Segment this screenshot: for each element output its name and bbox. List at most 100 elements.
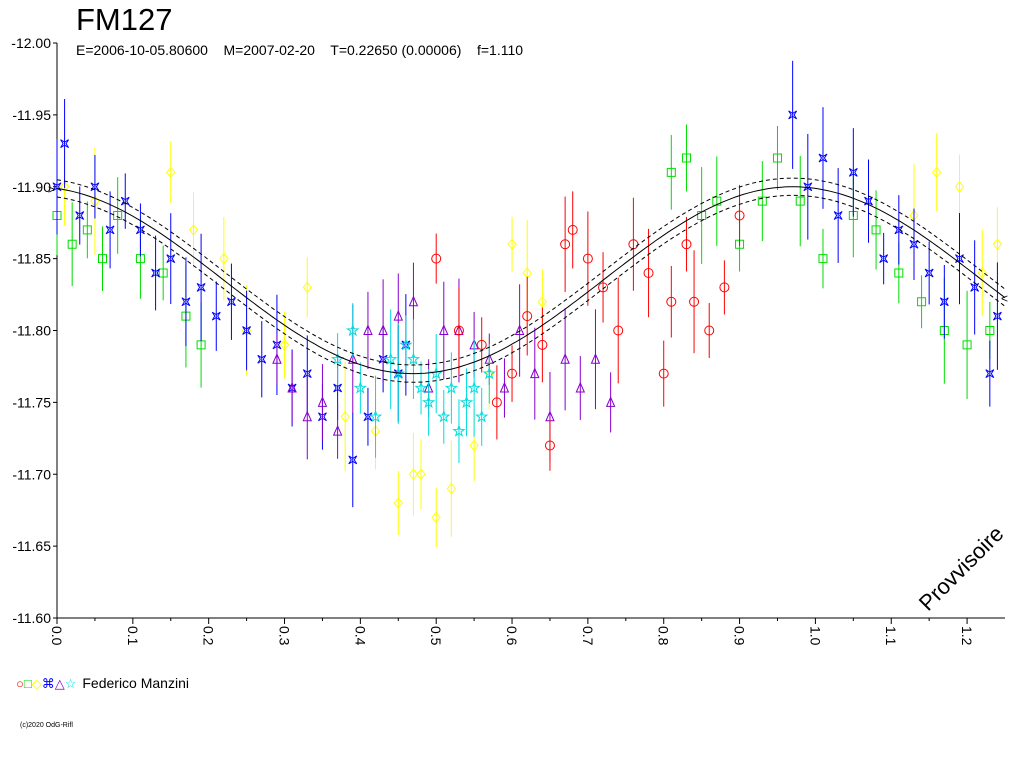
- data-point: [302, 281, 312, 294]
- data-series: [330, 303, 496, 464]
- data-point: [431, 253, 442, 264]
- data-point: [459, 395, 474, 409]
- data-point: [437, 409, 451, 423]
- data-point: [52, 182, 62, 192]
- data-point: [60, 139, 70, 149]
- y-tick-label: -11.80: [12, 323, 51, 339]
- y-tick-label: -11.70: [12, 466, 51, 482]
- data-point: [340, 410, 350, 423]
- legend-symbol-icon: △: [54, 676, 65, 691]
- data-point: [681, 153, 691, 163]
- data-point: [734, 210, 745, 221]
- data-point: [98, 254, 108, 264]
- data-point: [962, 340, 972, 350]
- data-point: [363, 324, 373, 335]
- data-point: [643, 268, 654, 278]
- data-points: [52, 60, 1003, 547]
- data-point: [317, 396, 328, 407]
- copyright-notice: (c)2020 OdG-Rifl: [20, 722, 73, 729]
- data-point: [113, 211, 123, 220]
- data-point: [227, 297, 236, 307]
- legend-symbol-icon: ◇: [31, 676, 42, 691]
- chart-subtitle: E=2006-10-05.80600 M=2007-02-20 T=0.2265…: [76, 42, 524, 58]
- y-tick-label: -11.75: [12, 394, 51, 410]
- legend: ○□◇⌘△☆ Federico Manzini: [16, 674, 189, 692]
- data-point: [932, 166, 942, 179]
- data-point: [788, 110, 798, 120]
- data-point: [757, 196, 767, 206]
- data-point: [414, 380, 428, 394]
- data-point: [257, 354, 267, 364]
- model-envelope: [56, 177, 1006, 366]
- data-point: [530, 367, 540, 379]
- data-point: [67, 239, 77, 249]
- data-point: [917, 297, 927, 307]
- data-point: [393, 309, 404, 321]
- data-point: [879, 254, 889, 264]
- data-point: [970, 282, 980, 292]
- data-point: [544, 440, 555, 451]
- x-tick-label: 1.0: [807, 626, 823, 646]
- chart-ticks: -12.00 -11.95 -11.90 -11.85 -11.80 -11.75 -11.…: [11, 35, 975, 646]
- chart-title: FM127: [76, 2, 173, 37]
- data-point: [166, 254, 176, 264]
- data-point: [318, 412, 327, 422]
- data-point: [689, 296, 700, 307]
- data-point: [567, 224, 578, 235]
- data-point: [871, 225, 881, 235]
- data-point: [894, 225, 904, 235]
- data-point: [560, 353, 570, 364]
- data-point: [302, 410, 313, 422]
- data-point: [666, 167, 676, 177]
- data-point: [985, 326, 995, 335]
- x-tick-label: 1.2: [959, 626, 975, 646]
- data-point: [666, 296, 677, 307]
- data-point: [795, 196, 805, 206]
- data-point: [353, 380, 368, 394]
- data-point: [333, 383, 343, 393]
- data-point: [992, 238, 1003, 251]
- x-tick-label: 0.3: [277, 626, 293, 646]
- data-point: [476, 339, 487, 350]
- data-point: [507, 238, 517, 251]
- data-point: [522, 311, 533, 322]
- data-point: [772, 153, 782, 163]
- data-point: [429, 366, 443, 380]
- data-point: [384, 352, 398, 365]
- data-point: [848, 167, 858, 177]
- data-point: [287, 381, 297, 393]
- data-point: [467, 380, 481, 394]
- right-arrow-icon: <: [1001, 292, 1008, 306]
- data-point: [151, 268, 161, 278]
- model-envelope: [56, 194, 1006, 383]
- x-tick-label: 0.4: [352, 626, 368, 646]
- data-point: [346, 323, 360, 337]
- data-point: [158, 268, 168, 278]
- legend-symbol-icon: □: [23, 676, 32, 691]
- y-tick-label: -11.95: [12, 107, 51, 123]
- data-point: [444, 380, 459, 394]
- data-point: [507, 368, 518, 379]
- x-tick-label: 0.9: [732, 626, 748, 646]
- data-point: [977, 267, 987, 279]
- x-tick-label: 0.7: [580, 626, 596, 646]
- data-point: [954, 180, 965, 193]
- data-point: [697, 211, 707, 220]
- x-tick-label: 0.1: [125, 626, 141, 646]
- data-point: [399, 337, 413, 351]
- data-point: [166, 166, 176, 179]
- data-point: [302, 369, 312, 379]
- data-point: [219, 252, 229, 265]
- data-point: [924, 268, 934, 278]
- data-point: [416, 468, 426, 481]
- legend-symbols: ○□◇⌘△☆: [16, 674, 76, 692]
- data-point: [332, 424, 343, 436]
- data-point: [406, 352, 421, 365]
- data-point: [378, 324, 388, 335]
- data-point: [894, 268, 904, 278]
- data-point: [864, 196, 873, 206]
- legend-symbol-icon: ⌘: [41, 676, 55, 691]
- data-point: [537, 295, 548, 308]
- data-point: [439, 324, 449, 335]
